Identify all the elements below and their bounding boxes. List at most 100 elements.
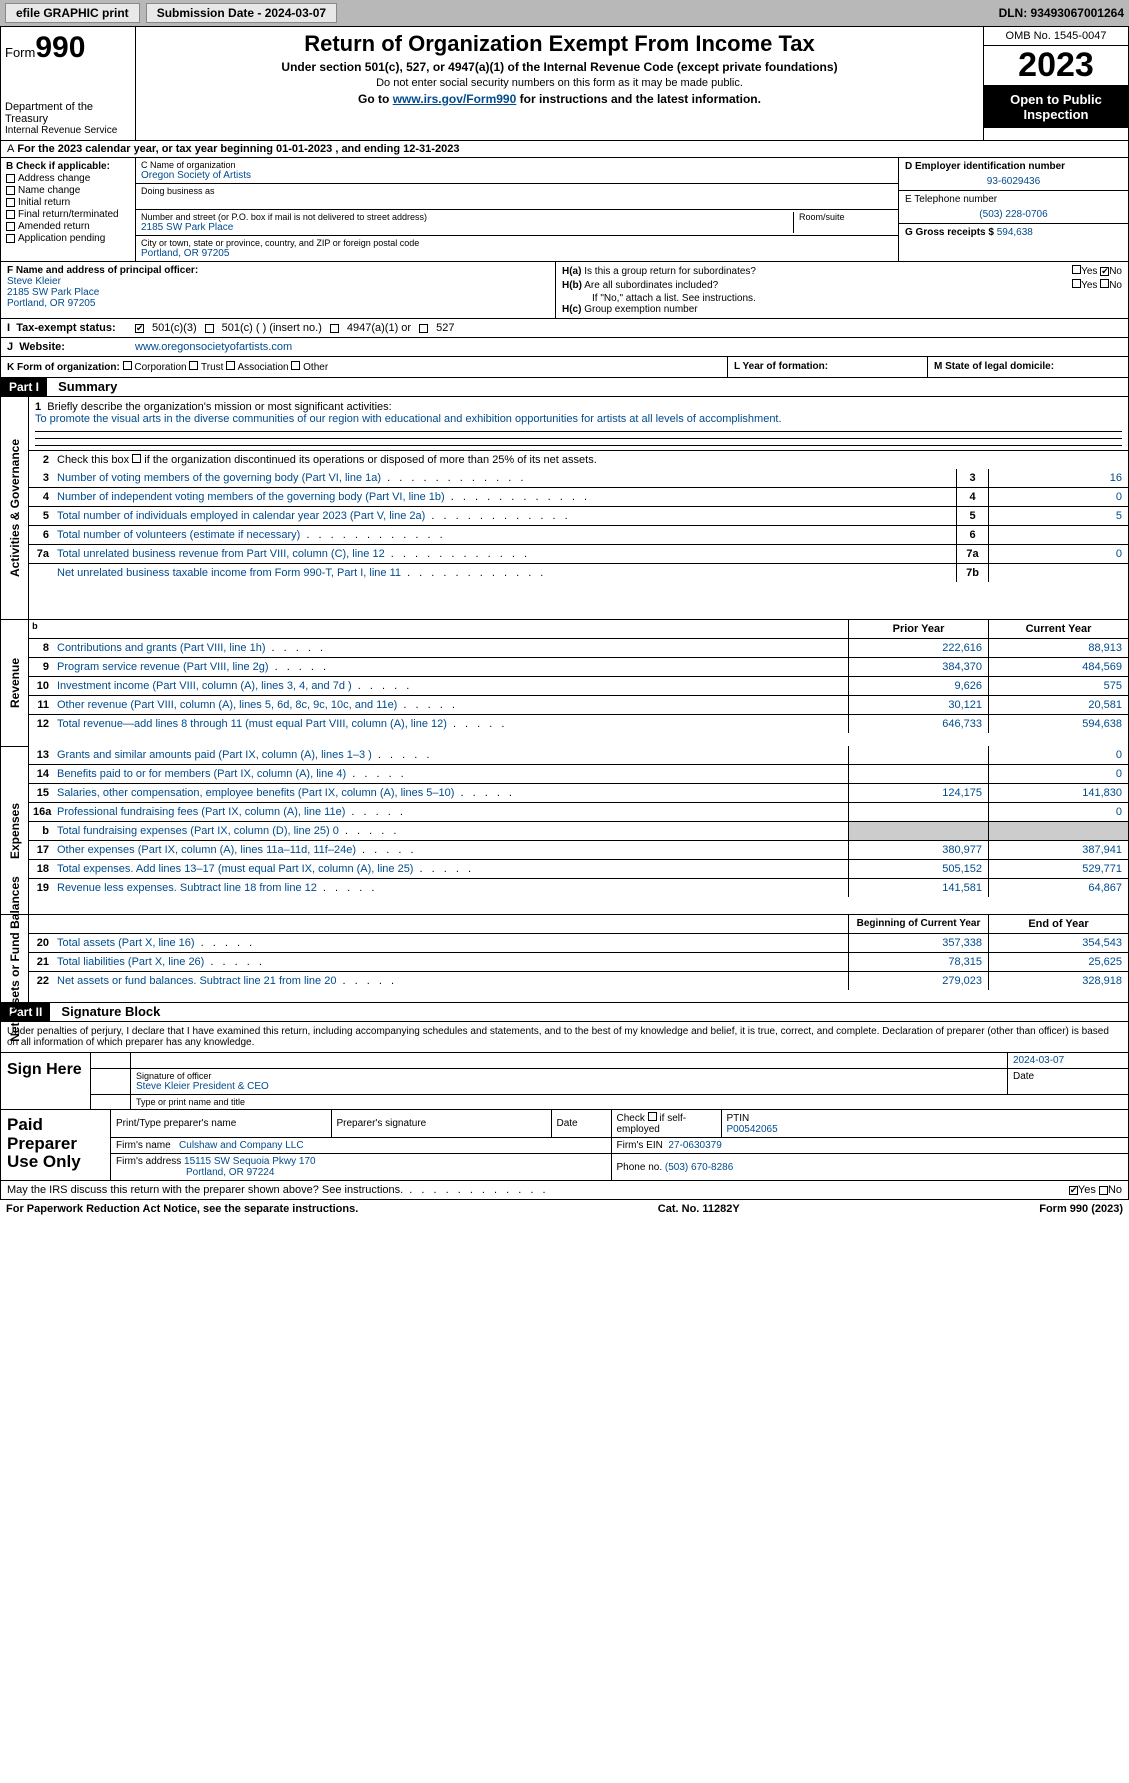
ha-no[interactable]: [1100, 267, 1109, 276]
website-value: www.oregonsocietyofartists.com: [135, 341, 292, 353]
net-col-headers: Beginning of Current Year End of Year: [29, 914, 1128, 934]
chk-name[interactable]: [6, 186, 15, 195]
form-number: 990: [35, 31, 85, 64]
chk-amended[interactable]: [6, 222, 15, 231]
prior-year-hdr: Prior Year: [848, 620, 988, 638]
line-15: 15 Salaries, other compensation, employe…: [29, 784, 1128, 803]
chk-discontinue[interactable]: [132, 454, 141, 463]
ein-value: 93-6029436: [905, 176, 1122, 187]
discuss-yes[interactable]: [1069, 1186, 1078, 1195]
paid-preparer-table: Print/Type preparer's name Preparer's si…: [111, 1110, 1128, 1180]
dba-label: Doing business as: [141, 186, 215, 207]
part-1-header: Part I Summary: [0, 378, 1129, 397]
gov-line-6: 6 Total number of volunteers (estimate i…: [29, 526, 1128, 545]
chk-initial[interactable]: [6, 198, 15, 207]
line-14: 14 Benefits paid to or for members (Part…: [29, 765, 1128, 784]
sig-officer-name: Steve Kleier President & CEO: [136, 1081, 1002, 1092]
ein-label: D Employer identification number: [905, 161, 1122, 172]
dln: DLN: 93493067001264: [999, 6, 1124, 20]
gov-line-5: 5 Total number of individuals employed i…: [29, 507, 1128, 526]
addr-label: Number and street (or P.O. box if mail i…: [141, 212, 793, 222]
chk-pending[interactable]: [6, 234, 15, 243]
hb-note: If "No," attach a list. See instructions…: [562, 293, 1122, 304]
section-b-c-d: B Check if applicable: Address change Na…: [0, 158, 1129, 262]
hb-no[interactable]: [1100, 279, 1109, 288]
chk-4947[interactable]: [330, 324, 339, 333]
officer-addr2: Portland, OR 97205: [7, 298, 549, 309]
end-year-hdr: End of Year: [988, 915, 1128, 933]
chk-self-employed[interactable]: [648, 1112, 657, 1121]
open-inspection: Open to Public Inspection: [984, 86, 1128, 128]
paid-preparer-block: Paid Preparer Use Only Print/Type prepar…: [0, 1110, 1129, 1181]
line-2: Check this box if the organization disco…: [53, 451, 1128, 469]
box-d-e-g: D Employer identification number 93-6029…: [898, 158, 1128, 261]
box-c: C Name of organization Oregon Society of…: [136, 158, 898, 261]
form-subtitle-2: Do not enter social security numbers on …: [144, 77, 975, 89]
side-rev: Revenue: [8, 658, 22, 708]
ptin-value: P00542065: [727, 1124, 778, 1135]
discuss-no[interactable]: [1099, 1186, 1108, 1195]
box-f: F Name and address of principal officer:…: [1, 262, 556, 318]
street-address: 2185 SW Park Place: [141, 222, 793, 233]
line-9: 9 Program service revenue (Part VIII, li…: [29, 658, 1128, 677]
paid-preparer-label: Paid Preparer Use Only: [1, 1110, 111, 1180]
hb-yes[interactable]: [1072, 279, 1081, 288]
dept-treasury: Department of the Treasury: [5, 101, 131, 125]
chk-501c[interactable]: [205, 324, 214, 333]
form-label: Form: [5, 45, 35, 60]
submission-date: Submission Date - 2024-03-07: [146, 3, 337, 23]
perjury-text: Under penalties of perjury, I declare th…: [0, 1022, 1129, 1053]
gov-line-3: 3 Number of voting members of the govern…: [29, 469, 1128, 488]
line-19: 19 Revenue less expenses. Subtract line …: [29, 879, 1128, 897]
tax-year: 2023: [984, 46, 1128, 86]
side-exp: Expenses: [8, 802, 22, 858]
irs-link[interactable]: www.irs.gov/Form990: [393, 92, 517, 106]
form-title: Return of Organization Exempt From Incom…: [144, 31, 975, 57]
form-org-label: K Form of organization:: [7, 362, 120, 373]
line-a: A For the 2023 calendar year, or tax yea…: [0, 141, 1129, 158]
chk-trust[interactable]: [189, 361, 198, 370]
line-20: 20 Total assets (Part X, line 16) 357,33…: [29, 934, 1128, 953]
box-b-label: B Check if applicable:: [6, 161, 130, 172]
sign-date: 2024-03-07: [1008, 1053, 1128, 1068]
current-year-hdr: Current Year: [988, 620, 1128, 638]
chk-527[interactable]: [419, 324, 428, 333]
chk-assoc[interactable]: [226, 361, 235, 370]
line-12: 12 Total revenue—add lines 8 through 11 …: [29, 715, 1128, 733]
chk-address[interactable]: [6, 174, 15, 183]
firm-ein: 27-0630379: [668, 1140, 721, 1151]
chk-corp[interactable]: [123, 361, 132, 370]
gov-line-7a: 7a Total unrelated business revenue from…: [29, 545, 1128, 564]
firm-name: Culshaw and Company LLC: [179, 1140, 304, 1151]
sign-here-block: Sign Here 2024-03-07 Signature of office…: [0, 1053, 1129, 1110]
chk-other[interactable]: [291, 361, 300, 370]
sign-here-label: Sign Here: [1, 1053, 91, 1109]
form-link-line: Go to www.irs.gov/Form990 for instructio…: [144, 92, 975, 106]
side-gov: Activities & Governance: [8, 439, 22, 577]
chk-501c3[interactable]: [135, 324, 144, 333]
row-k-l-m: K Form of organization: Corporation Trus…: [0, 357, 1129, 378]
chk-final[interactable]: [6, 210, 15, 219]
line-22: 22 Net assets or fund balances. Subtract…: [29, 972, 1128, 990]
box-h: H(a) Is this a group return for subordin…: [556, 262, 1128, 318]
part-2-title: Signature Block: [53, 1002, 168, 1021]
type-name-label: Type or print name and title: [131, 1095, 1128, 1109]
firm-phone: (503) 670-8286: [665, 1162, 733, 1173]
discuss-row: May the IRS discuss this return with the…: [0, 1181, 1129, 1200]
efile-button[interactable]: efile GRAPHIC print: [5, 3, 140, 23]
gov-line-4: 4 Number of independent voting members o…: [29, 488, 1128, 507]
officer-label: F Name and address of principal officer:: [7, 265, 198, 276]
gross-receipts-label: G Gross receipts $: [905, 227, 994, 238]
line-18: 18 Total expenses. Add lines 13–17 (must…: [29, 860, 1128, 879]
row-i-tax-status: I Tax-exempt status: 501(c)(3) 501(c) ( …: [0, 319, 1129, 338]
part-2-header: Part II Signature Block: [0, 1003, 1129, 1022]
ha-yes[interactable]: [1072, 265, 1081, 274]
line-16a: 16a Professional fundraising fees (Part …: [29, 803, 1128, 822]
page-footer: For Paperwork Reduction Act Notice, see …: [0, 1200, 1129, 1218]
room-label: Room/suite: [793, 212, 893, 233]
form-subtitle-1: Under section 501(c), 527, or 4947(a)(1)…: [144, 60, 975, 74]
line-13: 13 Grants and similar amounts paid (Part…: [29, 746, 1128, 765]
paperwork-notice: For Paperwork Reduction Act Notice, see …: [6, 1203, 358, 1215]
mission-block: 1 Briefly describe the organization's mi…: [29, 397, 1128, 451]
form-header: Form990 Department of the Treasury Inter…: [0, 26, 1129, 141]
